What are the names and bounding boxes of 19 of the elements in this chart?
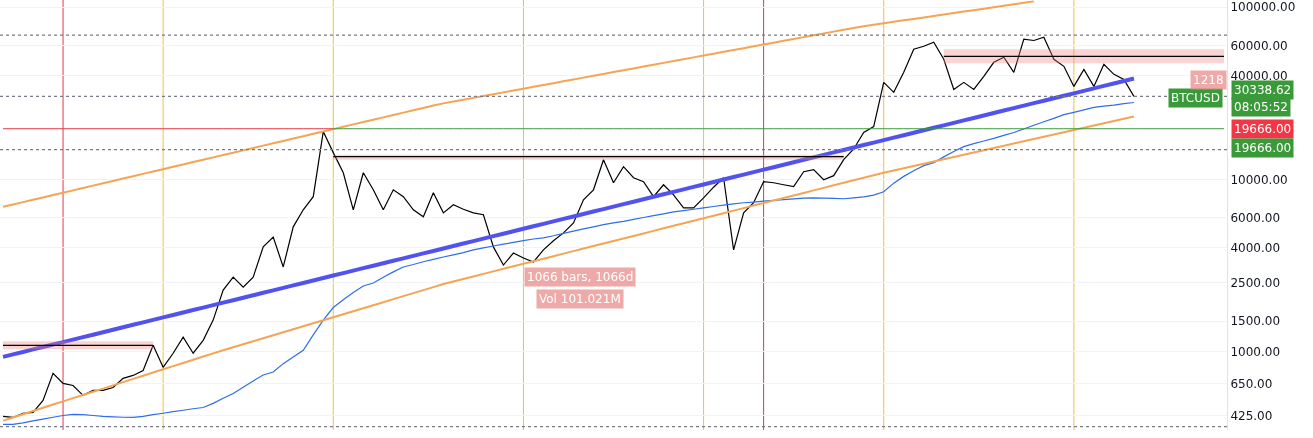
annotation: Vol 101.021M: [539, 292, 621, 306]
y-tick-label: 650.00: [1230, 376, 1273, 391]
y-tick-label: 40000.00: [1230, 68, 1288, 83]
y-tick-label: 1500.00: [1230, 314, 1281, 329]
text: 19666.00: [1234, 141, 1292, 155]
y-tick-label: 10000.00: [1230, 172, 1288, 187]
y-tick-label: 100000.00: [1230, 0, 1296, 15]
y-tick-label: 60000.00: [1230, 38, 1288, 53]
annotation: 1066 bars, 1066d: [527, 270, 634, 284]
y-tick-label: 1000.00: [1230, 344, 1281, 359]
annotation: BTCUSD: [1171, 91, 1220, 105]
y-tick-label: 2500.00: [1230, 276, 1281, 291]
text: 08:05:52: [1234, 100, 1288, 114]
text: 30338.62: [1234, 83, 1292, 97]
y-tick-label: 4000.00: [1230, 241, 1281, 256]
annotation: 1218: [1193, 73, 1224, 87]
y-tick-label: 425.00: [1230, 408, 1273, 423]
y-tick-label: 6000.00: [1230, 210, 1281, 225]
text: 19666.00: [1234, 122, 1292, 136]
